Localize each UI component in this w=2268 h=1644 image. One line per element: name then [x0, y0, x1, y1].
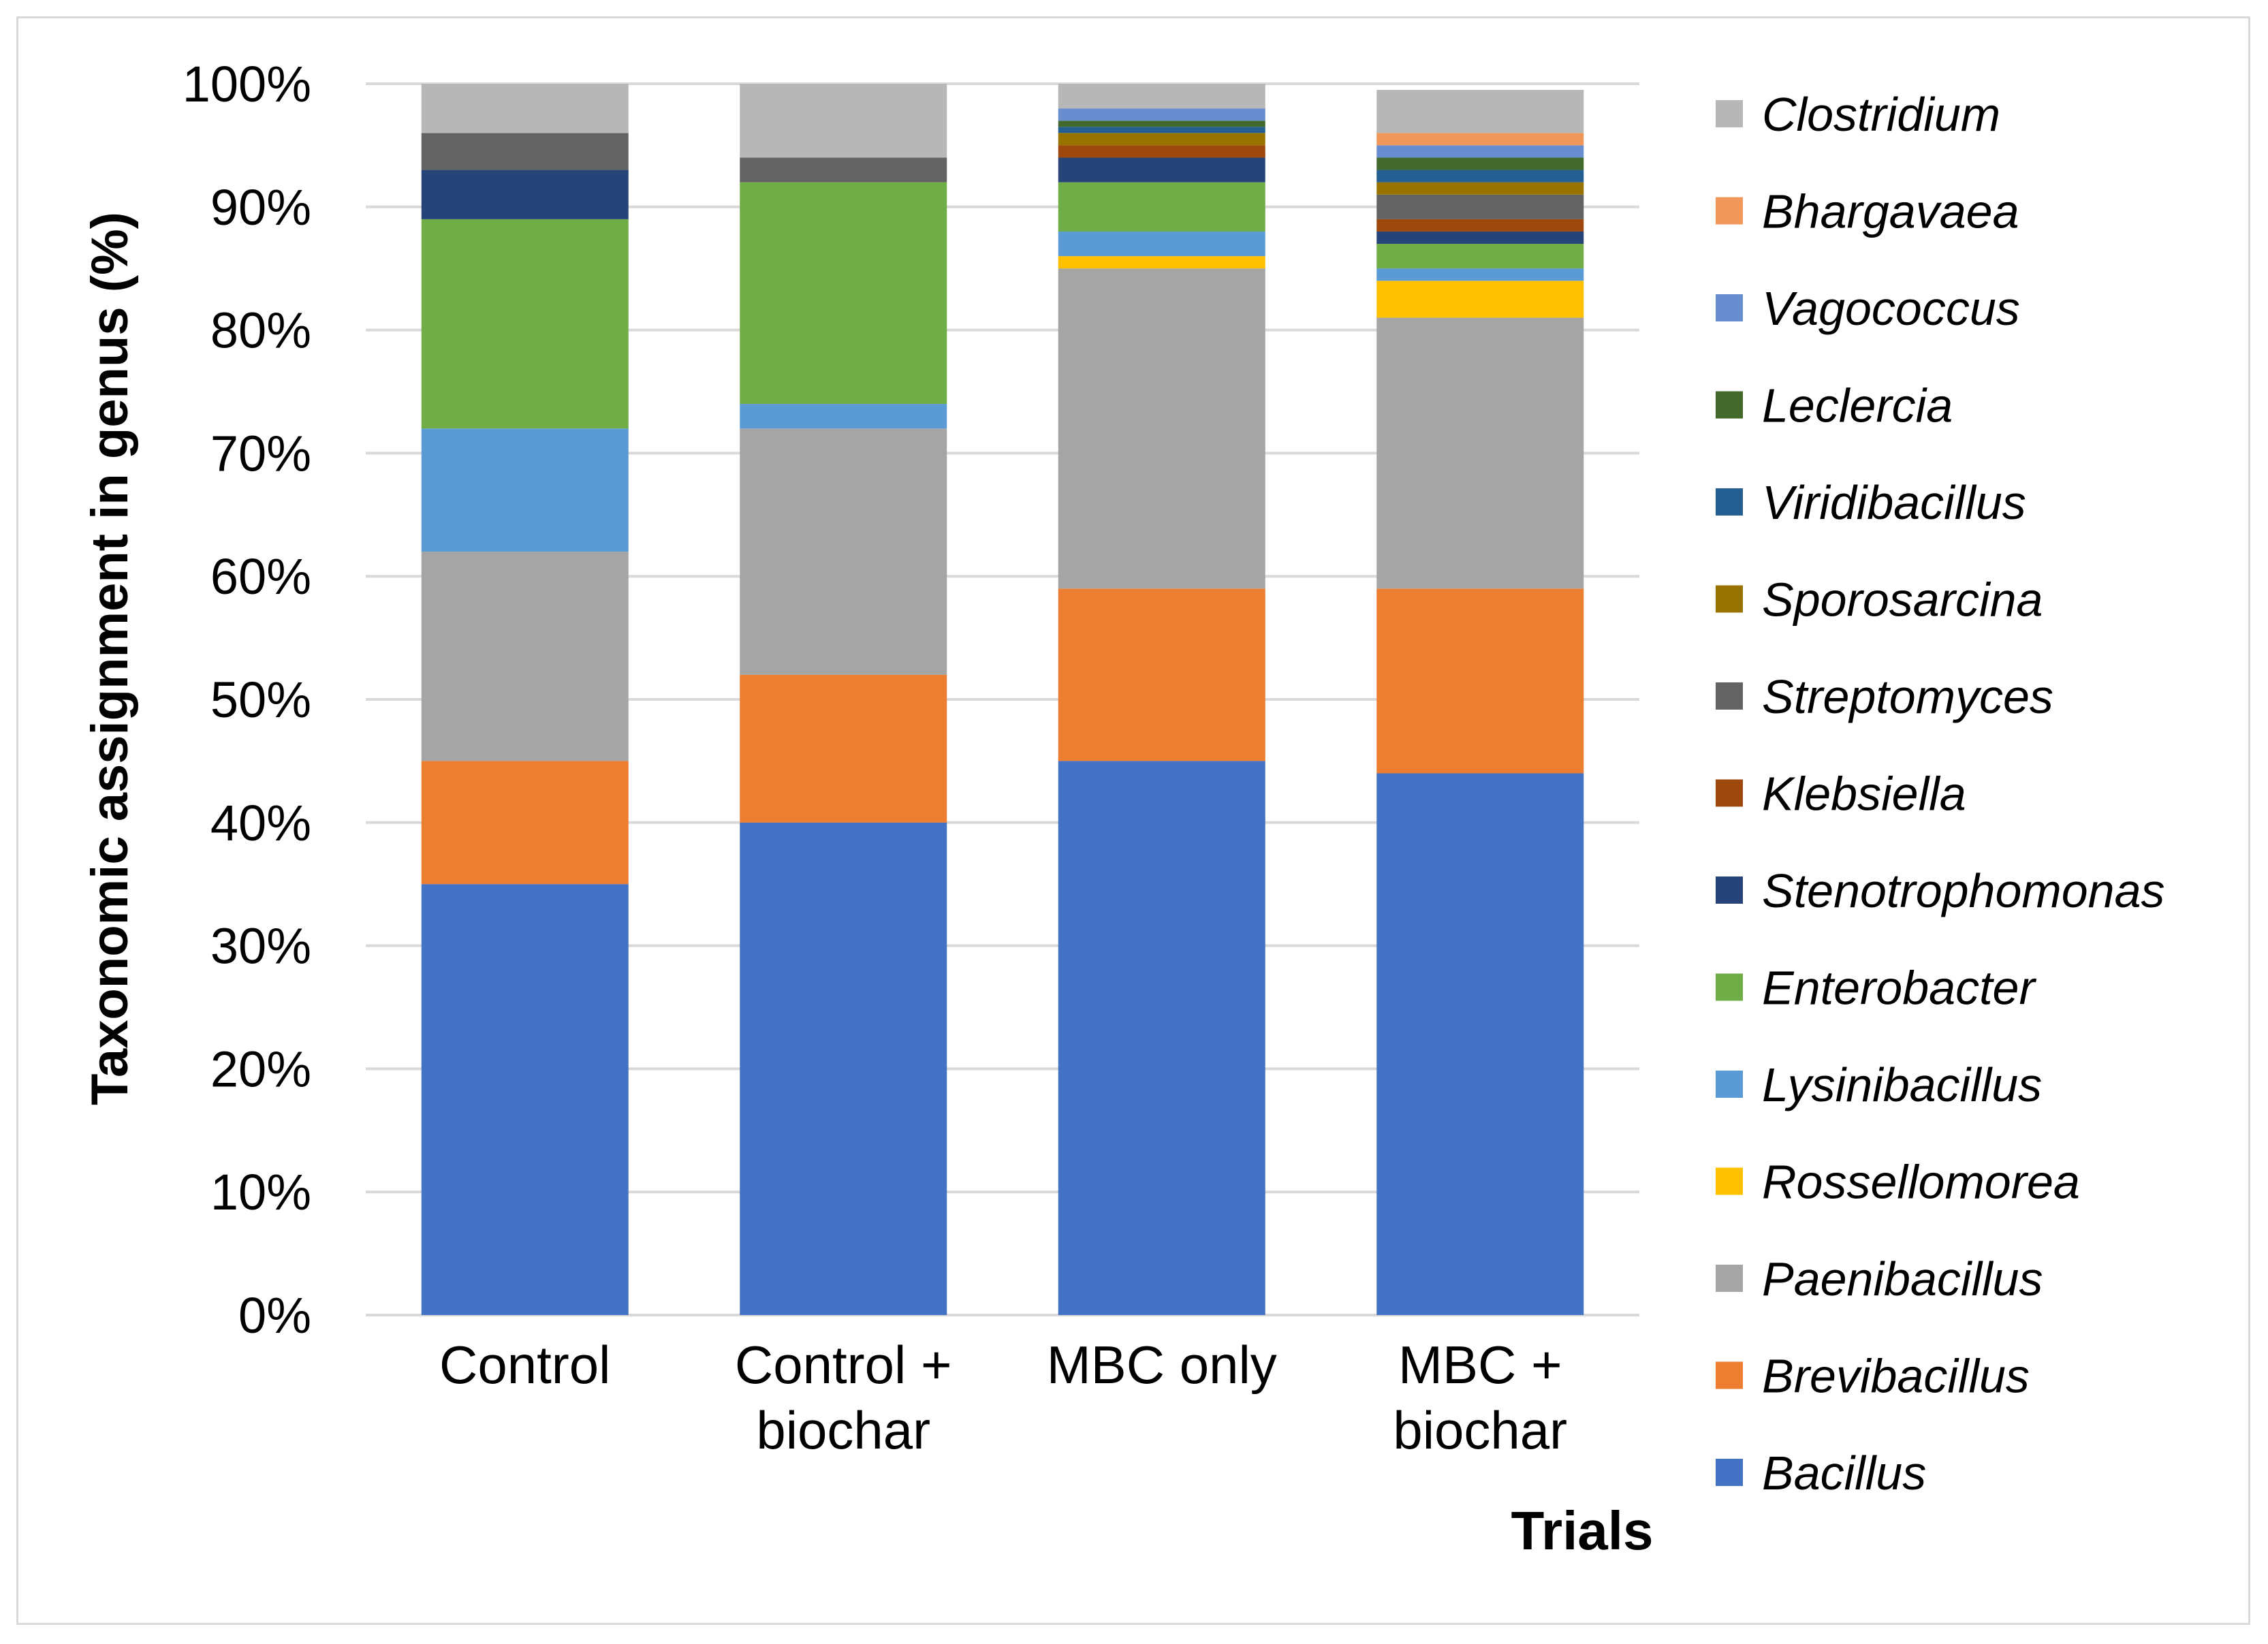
legend-swatch	[1716, 1361, 1743, 1389]
y-axis-ticks: 0% 10% 20% 30% 40% 50% 60% 70% 80% 90% 100%	[183, 56, 311, 1344]
legend-label: Stenotrophomonas	[1762, 864, 2165, 917]
y-tick-label: 90%	[210, 179, 311, 236]
legend-label: Vagococcus	[1762, 282, 2020, 335]
legend-label: Bacillus	[1762, 1447, 1926, 1500]
bar-segment	[1058, 231, 1265, 257]
legend-label: Enterobacter	[1762, 962, 2036, 1015]
legend-label: Clostridium	[1762, 88, 2000, 141]
y-tick-label: 10%	[210, 1164, 311, 1220]
x-category-label: biochar	[1393, 1400, 1567, 1460]
bar-segment	[1058, 588, 1265, 761]
stacked-bar-chart: 0% 10% 20% 30% 40% 50% 60% 70% 80% 90% 100% Contro…	[81, 56, 2165, 1561]
legend: Clostridium Bhargavaea Vagococcus Leclercia…	[1716, 88, 2165, 1500]
bar-segment	[421, 428, 629, 552]
bar-segment	[1058, 145, 1265, 158]
bar-segment	[1376, 145, 1584, 158]
bar-segment	[1058, 256, 1265, 269]
legend-label: Klebsiella	[1762, 768, 1966, 821]
x-axis-label: Trials	[1511, 1500, 1653, 1561]
bar-segment	[1376, 268, 1584, 281]
legend-swatch	[1716, 1167, 1743, 1195]
bar-segment	[421, 219, 629, 429]
bar-segment	[740, 157, 947, 183]
bar-segment	[740, 822, 947, 1315]
bar-segment	[1376, 588, 1584, 774]
legend-label: Brevibacillus	[1762, 1350, 2030, 1403]
legend-swatch	[1716, 100, 1743, 127]
bars	[421, 84, 1584, 1315]
bar-segment	[1376, 90, 1584, 133]
legend-swatch	[1716, 391, 1743, 419]
legend-label: Paenibacillus	[1762, 1252, 2043, 1306]
legend-label: Lysinibacillus	[1762, 1058, 2042, 1111]
bar-segment	[1376, 182, 1584, 195]
bar-segment	[1376, 281, 1584, 318]
bar-segment	[1376, 317, 1584, 589]
y-axis-label: Taxonomic assignment in genus (%)	[81, 212, 139, 1105]
bar-segment	[1376, 244, 1584, 269]
legend-label: Rossellomorea	[1762, 1156, 2080, 1209]
bar-segment	[1376, 219, 1584, 232]
bar-segment	[1376, 194, 1584, 219]
bar-segment	[1058, 268, 1265, 589]
x-category-label: MBC +	[1398, 1335, 1562, 1395]
y-tick-label: 20%	[210, 1041, 311, 1097]
y-tick-label: 70%	[210, 425, 311, 481]
x-category-label: Control +	[735, 1335, 952, 1395]
bar-segment	[1376, 133, 1584, 146]
bar-segment	[421, 133, 629, 170]
legend-swatch	[1716, 682, 1743, 710]
y-tick-label: 30%	[210, 918, 311, 975]
bar-segment	[740, 404, 947, 429]
y-tick-label: 80%	[210, 302, 311, 359]
legend-label: Leclercia	[1762, 379, 1953, 432]
bar-segment	[1376, 170, 1584, 183]
legend-label: Streptomyces	[1762, 670, 2053, 723]
y-tick-label: 0%	[238, 1287, 311, 1344]
x-category-label: biochar	[756, 1400, 930, 1460]
legend-swatch	[1716, 876, 1743, 904]
y-tick-label: 60%	[210, 548, 311, 605]
y-tick-label: 50%	[210, 671, 311, 728]
bar-segment	[740, 182, 947, 405]
x-category-label: Control	[439, 1335, 610, 1395]
bar-segment	[1058, 182, 1265, 232]
bar-segment	[740, 428, 947, 675]
bar-segment	[421, 552, 629, 761]
bar-segment	[1376, 157, 1584, 170]
bar-segment	[740, 84, 947, 158]
y-tick-label: 100%	[183, 56, 311, 112]
bar-segment	[421, 170, 629, 219]
bar-segment	[740, 674, 947, 823]
bar-segment	[1058, 157, 1265, 183]
legend-swatch	[1716, 973, 1743, 1001]
legend-swatch	[1716, 585, 1743, 613]
legend-swatch	[1716, 488, 1743, 516]
legend-swatch	[1716, 1071, 1743, 1098]
bar-segment	[1058, 761, 1265, 1315]
legend-swatch	[1716, 1265, 1743, 1292]
legend-label: Bhargavaea	[1762, 185, 2019, 238]
legend-swatch	[1716, 1459, 1743, 1486]
x-category-label: MBC only	[1047, 1335, 1277, 1395]
chart-frame: 0% 10% 20% 30% 40% 50% 60% 70% 80% 90% 100% Contro…	[16, 16, 2250, 1625]
bar-segment	[421, 84, 629, 133]
bar-segment	[1376, 231, 1584, 244]
legend-label: Viridibacillus	[1762, 476, 2026, 529]
legend-swatch	[1716, 779, 1743, 807]
legend-label: Sporosarcina	[1762, 573, 2043, 627]
bar-segment	[421, 884, 629, 1315]
bar-segment	[1058, 108, 1265, 121]
bar-segment	[1058, 127, 1265, 133]
legend-swatch	[1716, 197, 1743, 225]
bar-segment	[421, 761, 629, 885]
legend-swatch	[1716, 294, 1743, 321]
bar-segment	[1058, 84, 1265, 109]
bar-segment	[1376, 773, 1584, 1315]
y-tick-label: 40%	[210, 795, 311, 851]
bar-segment	[1058, 133, 1265, 146]
bar-segment	[1058, 121, 1265, 127]
